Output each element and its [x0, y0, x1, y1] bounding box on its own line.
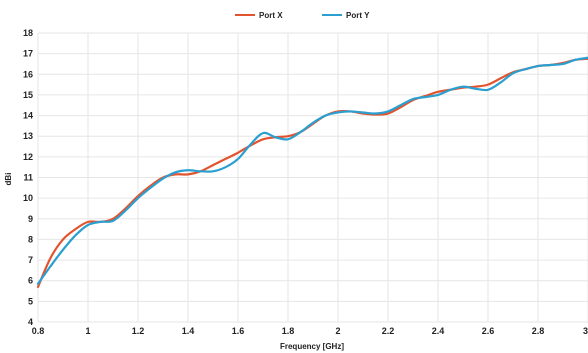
- x-tick-labels: 0.8 1 1.2 1.4 1.6 1.8 2 2.2 2.4 2.6 2.8 3: [32, 326, 588, 336]
- x-tick-label: 2.6: [482, 326, 495, 336]
- y-tick-label: 7: [28, 255, 33, 265]
- legend-label: Port Y: [346, 11, 370, 20]
- series-lines: [36, 56, 588, 289]
- series-line-port-y: [36, 56, 588, 285]
- x-tick-label: 2: [335, 326, 340, 336]
- y-tick-label: 8: [28, 234, 33, 244]
- x-tick-label: 0.8: [32, 326, 45, 336]
- legend-label: Port X: [259, 11, 283, 20]
- x-tick-label: 2.2: [382, 326, 395, 336]
- x-tick-label: 3: [583, 326, 588, 336]
- x-tick-label: 2.4: [432, 326, 445, 336]
- x-tick-label: 1.6: [232, 326, 245, 336]
- x-tick-label: 1: [85, 326, 90, 336]
- legend-item-port-y: Port Y: [322, 11, 370, 20]
- y-tick-label: 16: [23, 69, 33, 79]
- x-tick-label: 2.8: [532, 326, 545, 336]
- legend-item-port-x: Port X: [235, 11, 283, 20]
- y-tick-label: 17: [23, 49, 33, 59]
- y-tick-label: 4: [28, 317, 33, 327]
- legend: Port X Port Y: [235, 11, 370, 20]
- y-tick-label: 11: [23, 173, 33, 183]
- y-tick-labels: 4 5 6 7 8 9 10 11 12 13 14 15 16 17 18: [23, 28, 33, 327]
- y-tick-label: 12: [23, 152, 33, 162]
- x-tick-label: 1.2: [132, 326, 145, 336]
- y-tick-label: 15: [23, 90, 33, 100]
- y-tick-label: 6: [28, 276, 33, 286]
- series-line-port-x: [36, 57, 588, 289]
- y-tick-label: 13: [23, 131, 33, 141]
- grid: [37, 32, 588, 323]
- x-tick-label: 1.4: [182, 326, 195, 336]
- y-tick-label: 5: [28, 296, 33, 306]
- y-tick-label: 10: [23, 193, 33, 203]
- y-tick-label: 9: [28, 214, 33, 224]
- x-tick-label: 1.8: [282, 326, 295, 336]
- x-axis-title: Frequency [GHz]: [280, 342, 344, 351]
- y-tick-label: 14: [23, 111, 33, 121]
- y-tick-label: 18: [23, 28, 33, 38]
- y-axis-title: dBi: [4, 173, 13, 186]
